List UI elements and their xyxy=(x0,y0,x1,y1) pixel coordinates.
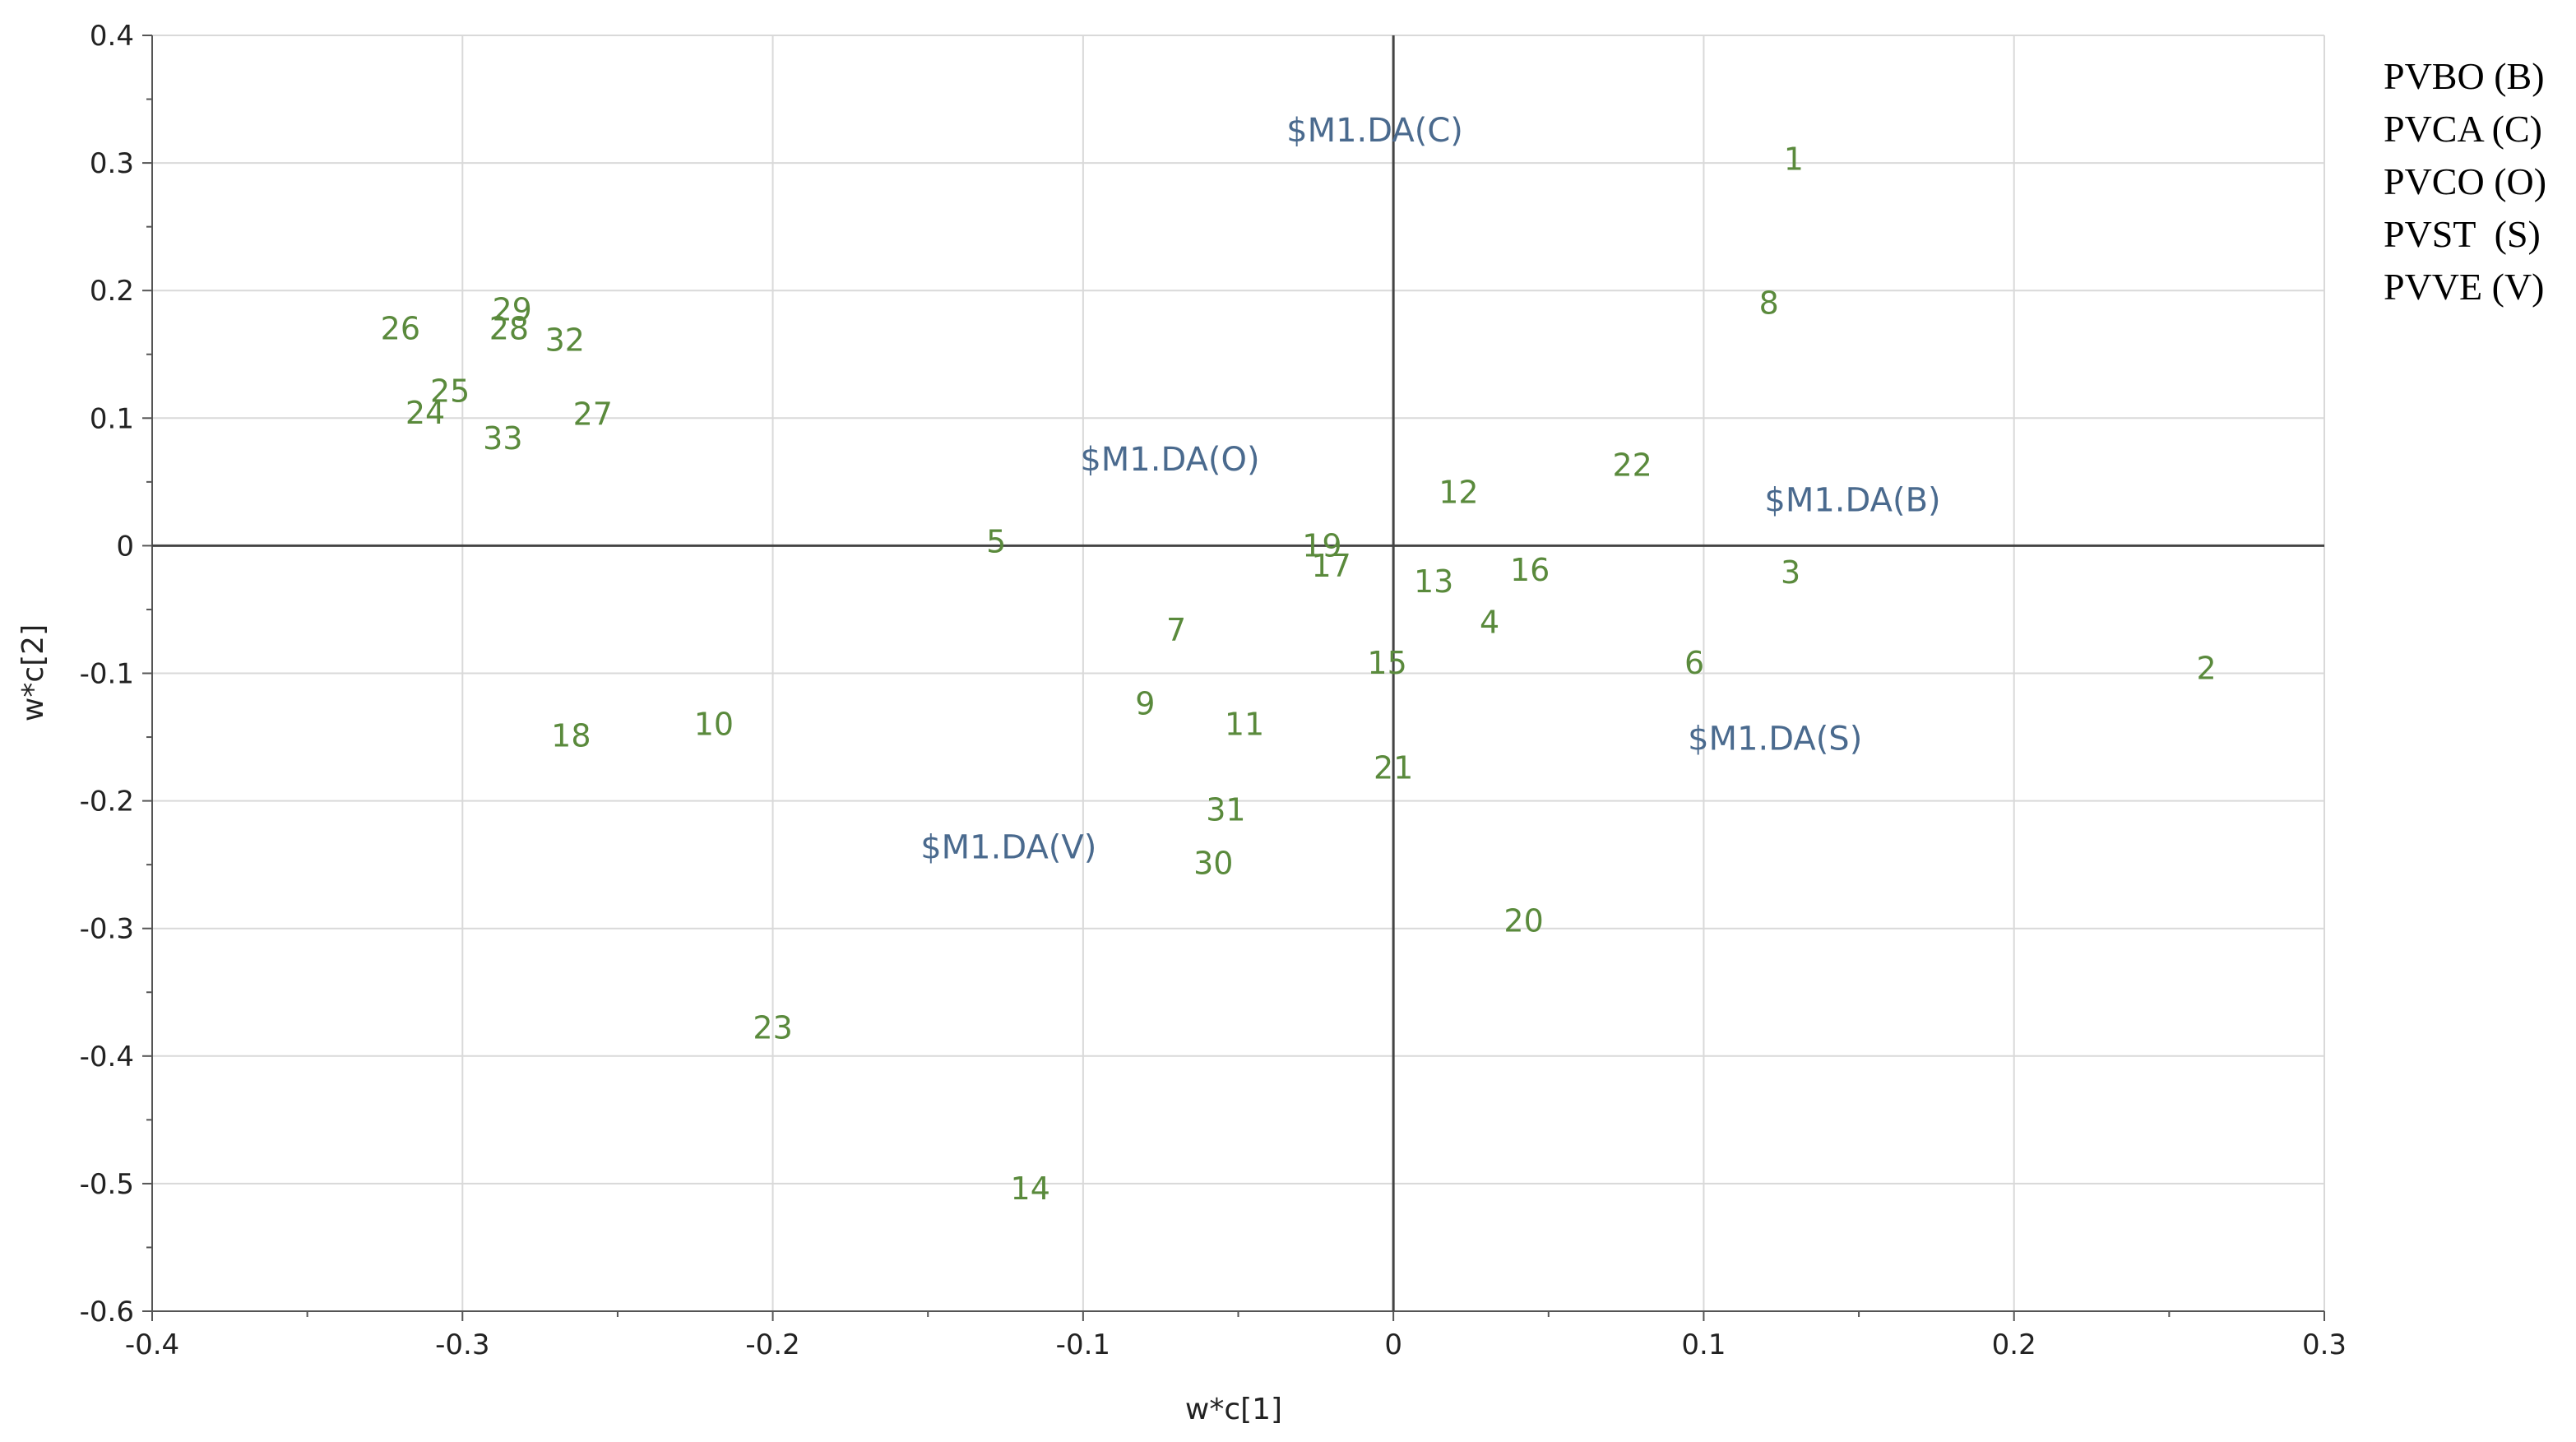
data-point-6: 6 xyxy=(1684,645,1704,681)
y-axis-title: w*c[2] xyxy=(16,624,50,721)
x-tick-label: 0.3 xyxy=(2302,1328,2347,1361)
y-tick-label: -0.1 xyxy=(80,658,134,691)
data-point-23: 23 xyxy=(753,1010,792,1046)
data-point-26: 26 xyxy=(381,311,420,347)
y-tick-label: 0.3 xyxy=(90,147,134,180)
data-point-7: 7 xyxy=(1166,612,1186,648)
y-tick-label: 0.2 xyxy=(90,275,134,308)
data-point-10: 10 xyxy=(694,707,734,743)
x-tick-label: 0.2 xyxy=(1992,1328,2036,1361)
legend-item-pvca: PVCA (C) xyxy=(2384,108,2542,150)
x-tick-label: -0.1 xyxy=(1056,1328,1110,1361)
data-point-15: 15 xyxy=(1367,645,1406,681)
x-tick-label: -0.2 xyxy=(745,1328,799,1361)
tick-labels: -0.4 -0.3 -0.2 -0.1 0 0.1 0.2 0.3 0.4 0.3 0.2 0.1 0 -… xyxy=(80,20,2347,1361)
class-label-0: $M1.DA(C) xyxy=(1286,112,1463,150)
data-point-31: 31 xyxy=(1206,791,1245,828)
legend: PVBO (B) PVCA (C) PVCO (O) PVST (S) PVVE… xyxy=(2384,55,2546,308)
class-label-3: $M1.DA(S) xyxy=(1688,721,1862,758)
data-point-30: 30 xyxy=(1193,846,1233,882)
data-point-29: 29 xyxy=(492,291,531,327)
data-point-2: 2 xyxy=(2197,650,2217,686)
y-tick-label: 0.1 xyxy=(90,402,134,435)
data-point-17: 17 xyxy=(1312,548,1351,584)
data-point-1: 1 xyxy=(1784,141,1804,177)
class-label-4: $M1.DA(V) xyxy=(920,828,1096,866)
x-tick-label: -0.3 xyxy=(435,1328,489,1361)
y-tick-label: 0 xyxy=(116,530,134,563)
legend-item-pvst: PVST (S) xyxy=(2384,213,2541,255)
data-point-32: 32 xyxy=(545,322,585,359)
y-tick-label: 0.4 xyxy=(90,20,134,53)
x-tick-label: 0 xyxy=(1384,1328,1402,1361)
data-point-3: 3 xyxy=(1781,554,1800,591)
class-labels: $M1.DA(C) $M1.DA(O) $M1.DA(B) $M1.DA(S) $M1.… xyxy=(920,112,1940,867)
x-tick-label: 0.1 xyxy=(1681,1328,1726,1361)
data-point-12: 12 xyxy=(1439,474,1478,510)
data-point-28: 28 xyxy=(489,311,529,347)
data-point-33: 33 xyxy=(483,420,522,457)
legend-item-pvco: PVCO (O) xyxy=(2384,160,2546,202)
axes xyxy=(142,35,2325,1321)
data-point-25: 25 xyxy=(430,373,470,410)
data-point-11: 11 xyxy=(1225,707,1264,743)
data-point-5: 5 xyxy=(986,524,1006,560)
data-point-8: 8 xyxy=(1759,285,1779,322)
data-point-18: 18 xyxy=(551,717,591,753)
y-tick-label: -0.3 xyxy=(80,913,134,946)
data-point-14: 14 xyxy=(1011,1171,1050,1207)
grid-lines xyxy=(152,35,2325,1311)
y-tick-label: -0.6 xyxy=(80,1296,134,1328)
data-point-21: 21 xyxy=(1374,749,1413,786)
x-axis-title: w*c[1] xyxy=(1185,1393,1282,1426)
y-tick-label: -0.4 xyxy=(80,1041,134,1073)
data-point-20: 20 xyxy=(1503,902,1543,939)
y-tick-label: -0.2 xyxy=(80,786,134,818)
legend-item-pvbo: PVBO (B) xyxy=(2384,55,2545,97)
data-point-27: 27 xyxy=(573,396,613,433)
data-point-16: 16 xyxy=(1510,552,1550,588)
data-point-19: 19 xyxy=(1302,527,1341,563)
data-point-24: 24 xyxy=(405,395,445,431)
data-point-13: 13 xyxy=(1414,563,1453,600)
data-point-4: 4 xyxy=(1480,604,1499,640)
data-point-22: 22 xyxy=(1612,447,1652,484)
x-tick-label: -0.4 xyxy=(125,1328,179,1361)
class-label-1: $M1.DA(O) xyxy=(1080,441,1259,479)
class-label-2: $M1.DA(B) xyxy=(1764,482,1940,520)
y-tick-label: -0.5 xyxy=(80,1168,134,1201)
data-point-9: 9 xyxy=(1135,686,1155,722)
legend-item-pvve: PVVE (V) xyxy=(2384,266,2544,308)
